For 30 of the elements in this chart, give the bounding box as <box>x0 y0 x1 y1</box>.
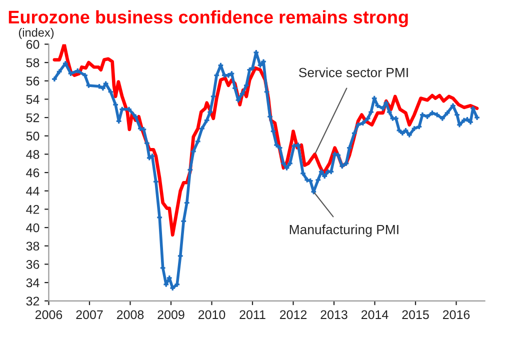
y-tick-label: 34 <box>26 278 40 288</box>
y-tick-label: 48 <box>26 150 40 159</box>
y-tick-label: 32 <box>26 296 40 306</box>
y-tick-label: 54 <box>26 95 40 104</box>
y-tick-label: 60 <box>26 40 40 49</box>
x-tick-label: 2011 <box>240 310 266 320</box>
annotation: Service sector PMI <box>298 68 408 78</box>
x-tick-label: 2006 <box>35 310 62 320</box>
y-tick-label: 56 <box>26 76 40 86</box>
y-tick-label: 58 <box>26 58 40 68</box>
x-tick-label: 2008 <box>116 310 144 320</box>
x-tick-label: 2013 <box>320 310 348 320</box>
x-tick-label: 2012 <box>280 310 307 320</box>
y-tick-label: 40 <box>26 223 40 232</box>
annotation: Manufacturing PMI <box>290 224 398 237</box>
y-tick-label: 38 <box>26 242 40 251</box>
x-tick-label: 2007 <box>76 310 103 320</box>
x-tick-label: 2015 <box>402 310 429 320</box>
y-tick-label: 42 <box>26 205 40 214</box>
y-tick-label: 52 <box>26 113 40 122</box>
y-tick-label: 50 <box>26 132 40 141</box>
x-tick-label: 2010 <box>198 310 226 320</box>
x-tick-label: 2014 <box>361 310 388 320</box>
y-tick-label: 44 <box>26 186 40 196</box>
y-tick-label: 36 <box>26 260 40 269</box>
y-tick-label: 46 <box>26 168 40 178</box>
x-tick-label: 2016 <box>442 310 470 320</box>
y-axis-title: (index) <box>18 28 54 40</box>
x-tick-label: 2009 <box>158 310 184 320</box>
chart-title: Eurozone business confidence remains strong <box>8 10 408 28</box>
